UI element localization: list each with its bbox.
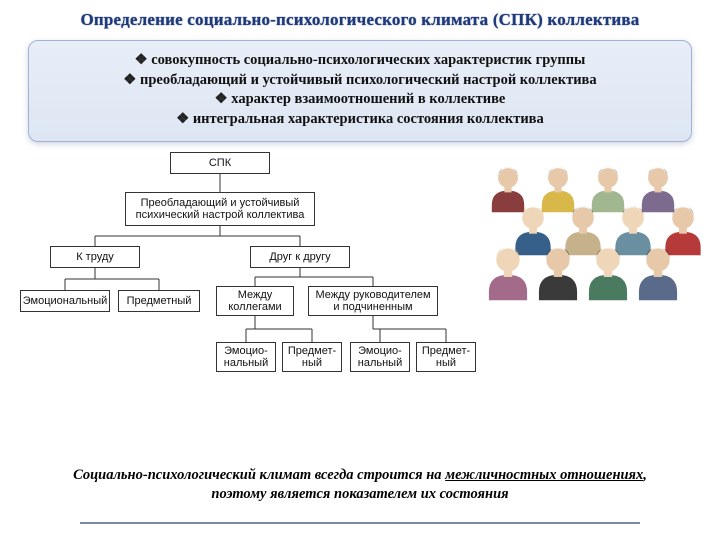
tree-node-l1: Преобладающий и устойчивыйпсихический на… <box>125 192 315 226</box>
definition-item: характер взаимоотношений в коллективе <box>45 90 675 110</box>
statement-prefix: Социально-психологический климат всегда … <box>73 467 445 483</box>
tree-node-c4: Предмет-ный <box>416 342 476 372</box>
bottom-statement: Социально-психологический климат всегда … <box>0 466 720 504</box>
definition-item: интегральная характеристика состояния ко… <box>45 110 675 130</box>
tree-node-b1: Междуколлегами <box>216 286 294 316</box>
definition-item: совокупность социально-психологических х… <box>45 51 675 71</box>
tree-node-root: СПК <box>170 152 270 174</box>
tree-node-a2: Предметный <box>118 290 200 312</box>
people-svg <box>488 158 708 318</box>
tree-node-c1: Эмоцио-нальный <box>216 342 276 372</box>
middle-region: СПК Преобладающий и устойчивыйпсихический… <box>20 152 700 452</box>
tree-node-b2: Между руководителеми подчиненным <box>308 286 438 316</box>
people-illustration <box>488 158 708 318</box>
footer-rule <box>80 522 640 524</box>
tree-node-b: Друг к другу <box>250 246 350 268</box>
tree-node-c3: Эмоцио-нальный <box>350 342 410 372</box>
tree-node-a1: Эмоциональный <box>20 290 110 312</box>
statement-underlined: межличностных отношениях <box>445 467 643 483</box>
page-title: Определение социально-психологического к… <box>0 0 720 36</box>
definition-item: преобладающий и устойчивый психологическ… <box>45 71 675 91</box>
tree-node-c2: Предмет-ный <box>282 342 342 372</box>
hierarchy-tree: СПК Преобладающий и устойчивыйпсихический… <box>20 152 500 452</box>
definition-box: совокупность социально-психологических х… <box>28 40 692 142</box>
tree-node-a: К труду <box>50 246 140 268</box>
